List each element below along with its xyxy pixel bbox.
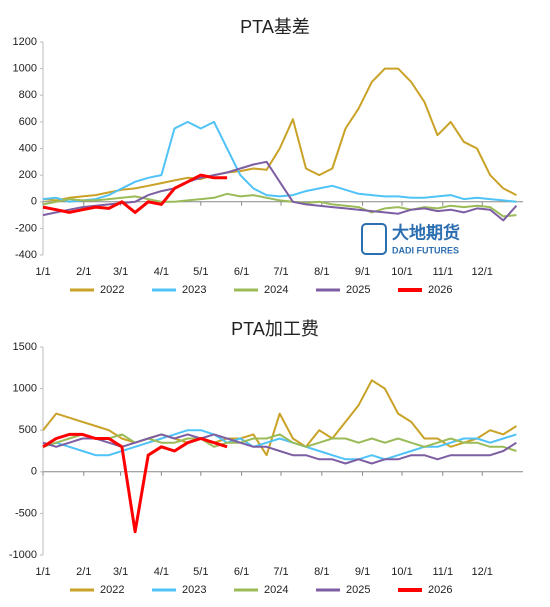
legend-label: 2022 xyxy=(100,584,124,596)
x-tick-label: 5/1 xyxy=(193,266,208,278)
y-tick-label: -1000 xyxy=(9,549,37,561)
legend-label: 2025 xyxy=(346,584,370,596)
y-tick-label: -200 xyxy=(15,222,37,234)
x-tick-label: 12/1 xyxy=(472,266,493,278)
x-tick-label: 7/1 xyxy=(273,266,288,278)
watermark: 大地期货 DADI FUTURES xyxy=(361,222,460,255)
x-tick-label: 1/1 xyxy=(35,566,50,578)
x-tick-label: 10/1 xyxy=(391,566,412,578)
series-line xyxy=(42,432,228,534)
x-tick-label: 12/1 xyxy=(472,566,493,578)
x-tick-label: 7/1 xyxy=(273,566,288,578)
y-tick-label: -400 xyxy=(15,249,37,261)
y-tick-label: 800 xyxy=(19,89,37,101)
y-tick-label: 0 xyxy=(31,196,37,208)
chart-title: PTA基差 xyxy=(240,17,310,37)
watermark-title: 大地期货 xyxy=(392,222,460,242)
x-tick-label: 1/1 xyxy=(35,266,50,278)
x-tick-label: 4/1 xyxy=(154,266,169,278)
x-tick-label: 2/1 xyxy=(76,266,91,278)
y-tick-label: 200 xyxy=(19,169,37,181)
y-tick-label: -500 xyxy=(15,507,37,519)
x-tick-label: 3/1 xyxy=(113,266,128,278)
x-tick-label: 4/1 xyxy=(154,566,169,578)
x-tick-label: 9/1 xyxy=(355,566,370,578)
x-tick-label: 8/1 xyxy=(314,566,329,578)
y-tick-label: 1000 xyxy=(13,383,37,395)
series-line xyxy=(42,120,517,203)
legend-label: 2026 xyxy=(428,284,452,296)
x-tick-label: 3/1 xyxy=(113,566,128,578)
y-tick-label: 500 xyxy=(19,424,37,436)
series-line xyxy=(42,192,517,218)
x-tick-label: 11/1 xyxy=(432,266,453,278)
y-tick-label: 0 xyxy=(31,466,37,478)
y-tick-label: 600 xyxy=(19,116,37,128)
x-tick-label: 6/1 xyxy=(234,566,249,578)
y-tick-label: 1000 xyxy=(13,63,37,75)
legend-label: 2023 xyxy=(182,584,206,596)
legend-label: 2026 xyxy=(428,584,452,596)
y-tick-label: 1500 xyxy=(13,341,37,353)
series-line xyxy=(42,67,517,202)
legend-label: 2022 xyxy=(100,284,124,296)
legend-label: 2025 xyxy=(346,284,370,296)
y-tick-label: 400 xyxy=(19,142,37,154)
chart-title: PTA加工费 xyxy=(231,319,319,339)
series-line xyxy=(42,379,517,457)
watermark-logo xyxy=(361,223,387,255)
series-line xyxy=(42,433,517,452)
x-tick-label: 2/1 xyxy=(76,566,91,578)
y-tick-label: 1200 xyxy=(13,36,37,48)
series-line xyxy=(42,173,228,214)
x-tick-label: 10/1 xyxy=(391,266,412,278)
x-tick-label: 8/1 xyxy=(314,266,329,278)
legend-label: 2023 xyxy=(182,284,206,296)
legend-label: 2024 xyxy=(264,284,288,296)
x-tick-label: 5/1 xyxy=(193,566,208,578)
watermark-subtitle: DADI FUTURES xyxy=(392,245,459,255)
x-tick-label: 9/1 xyxy=(355,266,370,278)
x-tick-label: 6/1 xyxy=(234,266,249,278)
legend-label: 2024 xyxy=(264,584,288,596)
x-tick-label: 11/1 xyxy=(432,566,453,578)
